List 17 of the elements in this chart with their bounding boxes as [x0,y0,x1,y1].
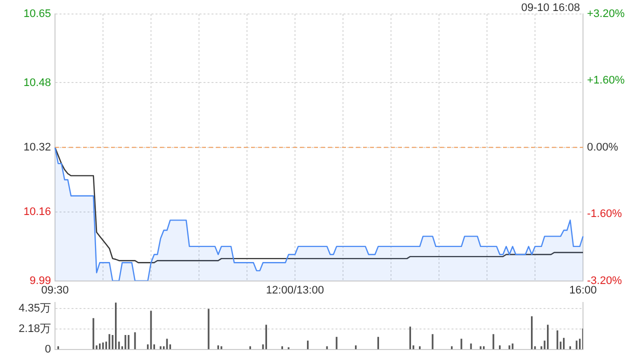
y-tick-label: 10.16 [23,206,51,218]
y-tick-label: 0 [44,343,51,356]
y2-tick-label: -3.20% [587,274,622,287]
y-tick-label: 10.48 [23,76,51,89]
y-tick-label: 10.65 [23,8,51,20]
y-tick-label: 4.35万 [18,302,51,315]
chart-subtitle: 09-10 16:08 [521,2,580,14]
y-tick-label: 10.32 [23,141,51,154]
x-tick-label: 16:00 [569,284,597,296]
y2-tick-label: 0.00% [587,141,618,154]
y2-tick-label: +1.60% [587,74,625,87]
x-tick-label: 09:30 [41,284,69,296]
y-tick-label: 9.99 [30,274,51,287]
y-tick-label: 2.18万 [18,323,51,336]
y2-tick-label: +3.20% [587,8,625,20]
y2-tick-label: -1.60% [587,208,622,220]
x-tick-label: 12:00/13:00 [266,284,324,296]
